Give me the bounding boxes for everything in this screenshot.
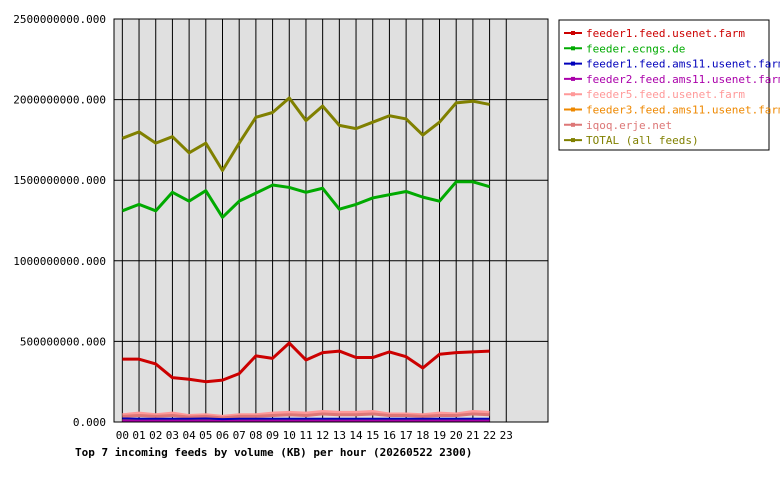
x-tick-label: 01 [132,429,145,442]
legend: feeder1.feed.usenet.farm feeder.ecngs.de f… [558,19,780,151]
legend-label: feeder1.feed.usenet.farm [586,27,745,40]
y-tick-label: 1500000000.000 [13,174,106,187]
x-tick-label: 07 [233,429,246,442]
x-tick-label: 02 [149,429,162,442]
plot-area [114,19,548,422]
x-tick-label: 22 [483,429,496,442]
x-tick-label: 09 [266,429,279,442]
legend-marker [571,138,575,143]
legend-box [558,19,770,151]
y-axis-ticks: 0.000 500000000.000 1000000000.000 15000000… [13,13,106,429]
x-tick-label: 16 [383,429,396,442]
x-tick-label: 00 [116,429,129,442]
legend-marker [571,107,575,112]
y-tick-label: 0.000 [73,416,106,429]
legend-label: feeder1.feed.ams11.usenet.farm [586,58,780,71]
x-tick-label: 12 [316,429,329,442]
x-tick-label: 05 [199,429,212,442]
legend-label: TOTAL (all feeds) [586,134,699,147]
x-tick-label: 21 [466,429,479,442]
legend-marker [571,31,575,35]
x-tick-label: 04 [182,429,196,442]
y-tick-label: 2000000000.000 [13,94,106,107]
x-tick-label: 13 [333,429,346,442]
series-line-6 [122,412,490,420]
y-tick-label: 500000000.000 [20,335,106,348]
x-axis-ticks: 00 01 02 03 04 05 06 07 08 09 10 11 12 13 14 15 16 17 18 19… [116,429,513,442]
y-tick-label: 2500000000.000 [13,13,106,26]
legend-label: feeder3.feed.ams11.usenet.farm [586,104,780,117]
x-tick-label: 23 [500,429,513,442]
legend-label: feeder2.feed.ams11.usenet.farm [586,73,780,86]
series-line-4 [122,410,490,418]
series-line-2 [122,417,490,421]
legend-marker [571,76,575,81]
x-tick-label: 10 [283,429,296,442]
legend-marker [571,122,575,127]
x-tick-label: 17 [399,429,412,442]
x-tick-label: 20 [450,429,463,442]
series-lines [121,96,490,422]
x-tick-label: 15 [366,429,379,442]
plot-border [113,18,549,423]
legend-label: feeder5.feed.usenet.farm [586,88,745,101]
legend-marker [571,61,575,66]
x-tick-label: 18 [416,429,429,442]
chart-title: Top 7 incoming feeds by volume (KB) per … [75,446,472,459]
x-tick-label: 11 [299,429,312,442]
x-tick-label: 14 [349,429,363,442]
y-tick-label: 1000000000.000 [13,255,106,268]
x-tick-label: 08 [249,429,262,442]
legend-marker [571,46,575,51]
x-tick-label: 19 [433,429,446,442]
series-line-0 [122,341,490,384]
legend-label: feeder.ecngs.de [586,42,685,55]
x-tick-label: 03 [166,429,179,442]
legend-marker [571,92,575,97]
x-tick-label: 06 [216,429,229,442]
legend-label: iqoq.erje.net [586,119,672,132]
series-line-1 [121,180,490,219]
series-line-7 [121,96,490,173]
